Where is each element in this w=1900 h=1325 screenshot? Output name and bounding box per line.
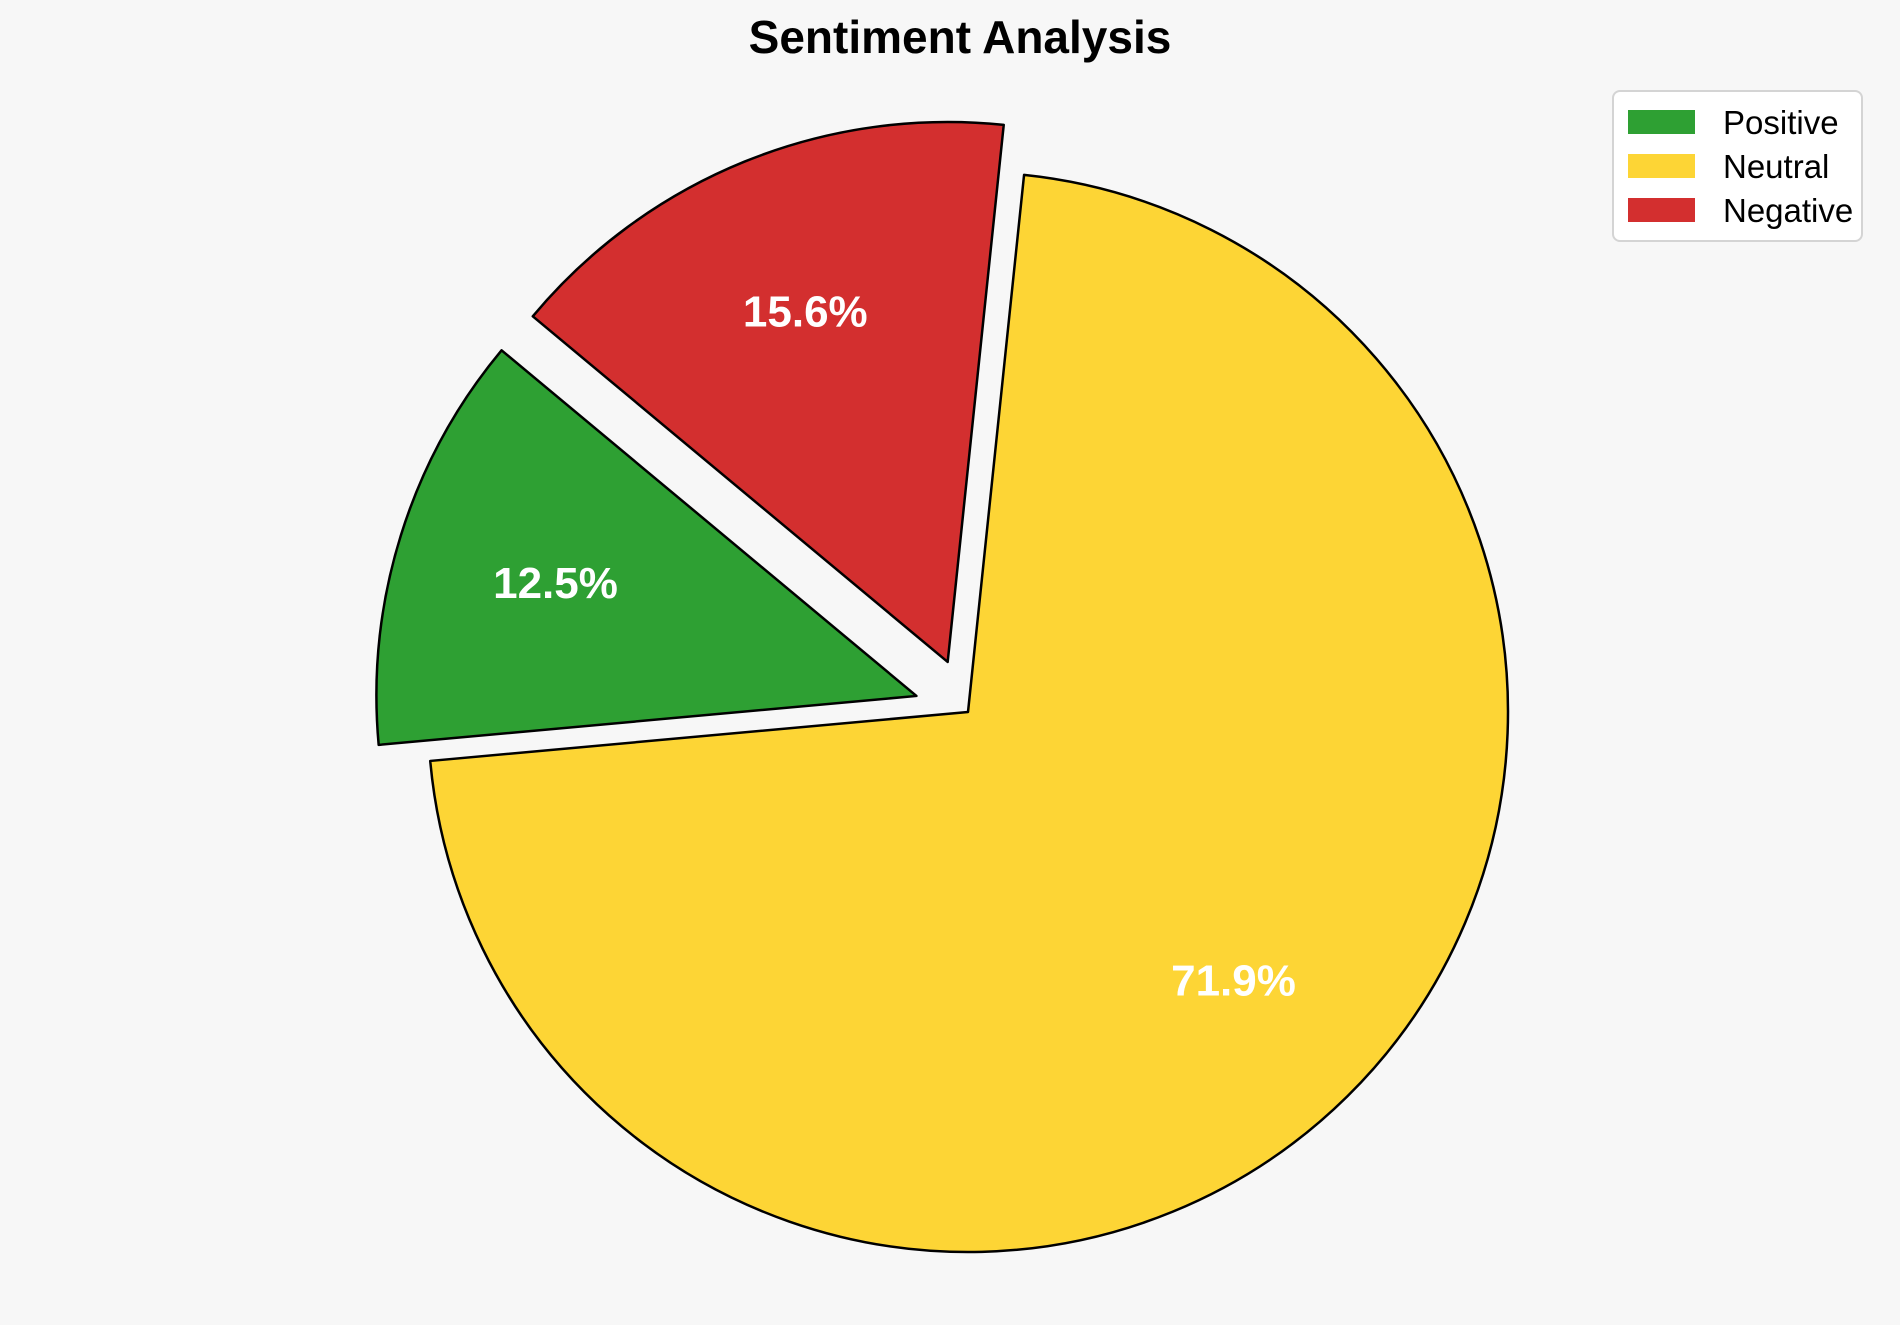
legend-label: Neutral — [1723, 147, 1830, 185]
pie-slice-negative — [531, 120, 1005, 664]
legend-item-negative: Negative — [1614, 194, 1861, 227]
pie-slice-positive — [375, 349, 918, 747]
pie-pct-label-negative: 15.6% — [743, 287, 868, 336]
pie-slice-neutral — [428, 173, 1510, 1254]
legend-label: Negative — [1723, 191, 1854, 229]
legend: Positive Neutral Negative — [1612, 90, 1863, 242]
legend-label: Positive — [1723, 103, 1839, 141]
pie-pct-label-neutral: 71.9% — [1171, 957, 1296, 1006]
legend-item-positive: Positive — [1614, 106, 1861, 139]
chart-title: Sentiment Analysis — [748, 11, 1172, 63]
legend-swatch-neutral — [1628, 154, 1695, 178]
legend-item-neutral: Neutral — [1614, 150, 1861, 183]
legend-swatch-negative — [1628, 198, 1695, 222]
legend-swatch-positive — [1628, 110, 1695, 134]
pie-pct-label-positive: 12.5% — [493, 559, 618, 608]
